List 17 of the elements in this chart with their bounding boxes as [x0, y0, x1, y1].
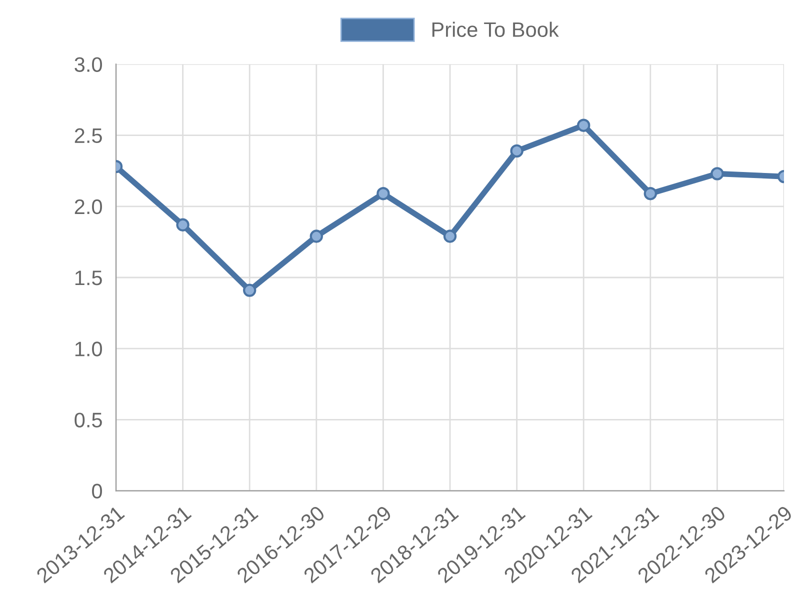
- y-tick-label: 0.5: [74, 412, 102, 428]
- point: [376, 187, 390, 200]
- point: [243, 284, 256, 297]
- y-tick-label: 2.5: [74, 128, 102, 144]
- y-tick-label: 1.0: [75, 342, 102, 356]
- y-tick-label: 3.0: [74, 57, 102, 72]
- point: [310, 230, 323, 243]
- point: [443, 230, 457, 243]
- point: [176, 218, 190, 232]
- y-tick-label: 1.5: [75, 270, 102, 286]
- legend-label: Price To Book: [432, 22, 559, 38]
- point: [577, 118, 590, 132]
- point: [710, 167, 724, 180]
- point: [510, 144, 524, 158]
- y-tick-label: 0: [92, 484, 102, 499]
- point: [644, 187, 657, 200]
- y-tick-label: 2.0: [74, 199, 102, 214]
